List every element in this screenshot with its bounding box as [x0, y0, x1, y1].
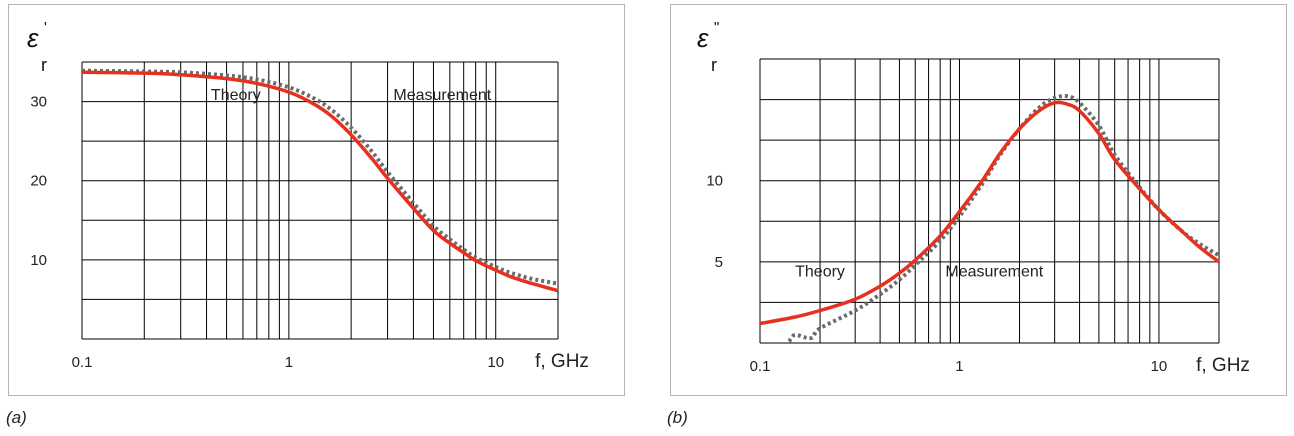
x-tick-label: 10 — [487, 354, 504, 371]
annotation-label: Theory — [795, 263, 845, 280]
x-axis-label: f, GHz — [1196, 355, 1250, 376]
y-axis-label-subscript: r — [711, 55, 717, 75]
y-tick-label: 30 — [30, 94, 47, 111]
series-theory-line — [81, 70, 559, 293]
chart-b: 0.1 1 10 f, GHz 5 10 ε " r Theory Measurement — [697, 19, 1250, 376]
y-tick-label: 10 — [706, 173, 723, 190]
x-tick-label: 1 — [955, 358, 963, 375]
annotation-label: Theory — [211, 87, 261, 104]
y-axis-label-symbol: ε — [27, 23, 39, 53]
x-axis-label: f, GHz — [535, 351, 589, 372]
x-tick-label: 0.1 — [72, 354, 93, 371]
series-theory-line — [759, 100, 1221, 326]
chart-panel-b: 0.1 1 10 f, GHz 5 10 ε " r Theory Measurement — [670, 4, 1287, 396]
series-measurement-line — [81, 68, 559, 286]
annotation-label: Measurement — [393, 87, 491, 104]
y-axis-label-prime: ' — [44, 19, 47, 36]
annotation-label: Measurement — [945, 263, 1043, 280]
caption-b: (b) — [667, 408, 688, 427]
y-tick-label: 10 — [30, 252, 47, 269]
series-measurement-line — [787, 93, 1221, 343]
caption-a: (a) — [6, 408, 27, 427]
y-axis-label-prime: " — [714, 19, 719, 36]
chart-panel-a: 0.1 1 10 f, GHz 10 20 30 ε ' r Theory Measurement — [8, 4, 625, 396]
x-tick-label: 0.1 — [750, 358, 771, 375]
y-tick-label: 20 — [30, 173, 47, 190]
x-tick-label: 10 — [1151, 358, 1168, 375]
x-tick-label: 1 — [285, 354, 293, 371]
y-tick-label: 5 — [715, 254, 723, 271]
y-axis-label-subscript: r — [41, 55, 47, 75]
y-axis-label-symbol: ε — [697, 23, 709, 53]
chart-a: 0.1 1 10 f, GHz 10 20 30 ε ' r Theory Measurement — [27, 19, 589, 372]
